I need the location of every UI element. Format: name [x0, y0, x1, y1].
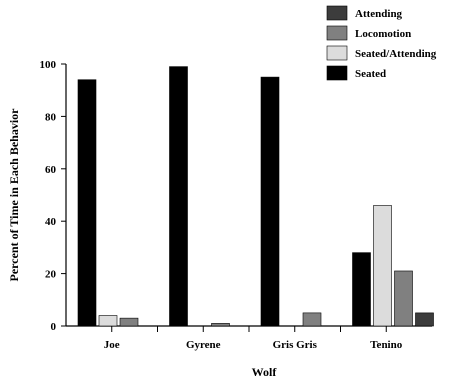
legend-swatch-locomotion — [326, 25, 348, 41]
legend-label-attending: Attending — [355, 8, 403, 20]
y-tick-label-0: 0 — [51, 321, 57, 333]
bar-gris-gris-locomotion — [302, 312, 322, 327]
legend-swatch-seated — [326, 65, 348, 81]
legend-label-seated: Seated — [355, 68, 386, 80]
y-axis-title: Percent of Time in Each Behavior — [7, 108, 21, 282]
bar-joe-seated — [77, 79, 97, 327]
x-category-label-1: Gyrene — [186, 339, 221, 351]
bar-gyrene-locomotion — [211, 323, 230, 327]
legend-swatch-seated-attending — [326, 45, 348, 61]
plot-area: 0 20 40 60 80 100 Joe Gyrene Gris Gris Tenino — [40, 59, 434, 351]
bar-tenino-seated-attending — [373, 205, 392, 327]
bar-joe-seated-attending — [98, 315, 118, 327]
bar-gyrene-seated — [169, 66, 188, 327]
y-tick-label-3: 60 — [45, 164, 57, 176]
legend-swatch-attending — [326, 5, 348, 21]
legend-label-seated-attending: Seated/Attending — [355, 48, 437, 60]
x-axis-title: Wolf — [252, 365, 278, 379]
x-category-label-0: Joe — [104, 339, 120, 351]
bar-tenino-seated — [352, 252, 371, 327]
y-tick-label-4: 80 — [45, 111, 57, 123]
bar-tenino-attending — [415, 312, 434, 327]
y-tick-label-1: 20 — [45, 269, 57, 281]
x-category-label-2: Gris Gris — [273, 339, 318, 351]
legend-label-locomotion: Locomotion — [355, 28, 411, 40]
bar-joe-locomotion — [119, 317, 139, 327]
y-tick-label-5: 100 — [40, 59, 57, 71]
y-tick-label-2: 40 — [45, 216, 57, 228]
bar-tenino-locomotion — [394, 270, 413, 327]
bar-gris-gris-seated — [260, 76, 280, 327]
legend: Attending Locomotion Seated/Attending Seate… — [326, 5, 437, 81]
x-category-label-3: Tenino — [370, 339, 403, 351]
